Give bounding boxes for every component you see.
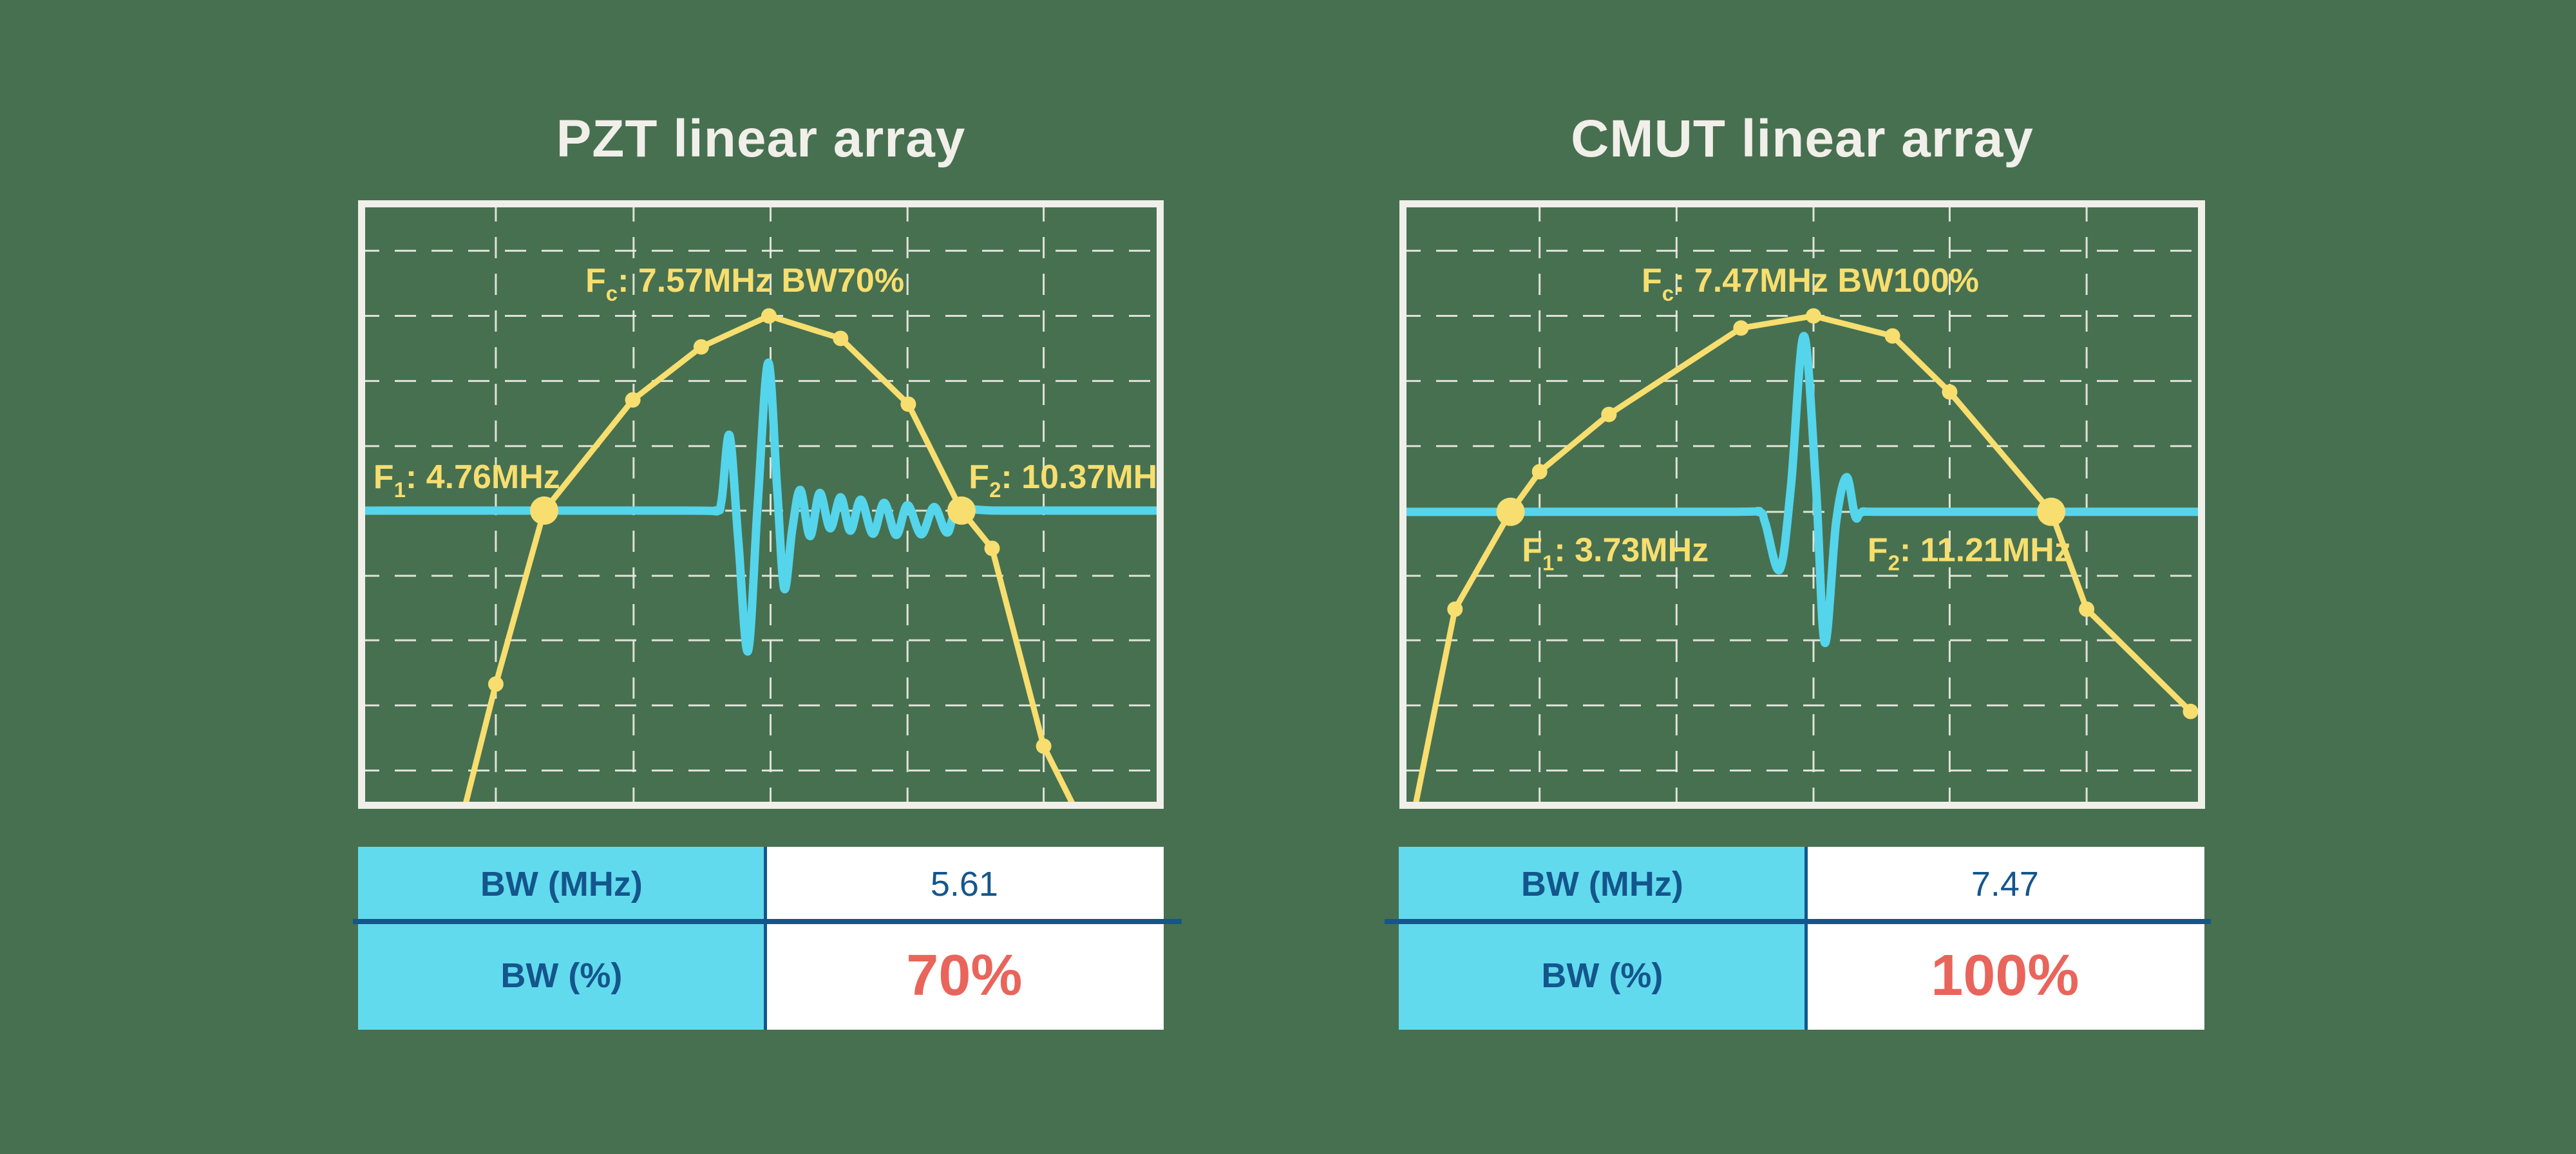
data-point-marker: [947, 496, 976, 525]
data-point-marker: [1733, 320, 1749, 336]
table-row: BW (MHz) 7.47: [1399, 847, 2204, 922]
table-column-divider: [763, 847, 767, 1030]
cmut-bandwidth-table: BW (MHz) 7.47 BW (%) 100%: [1385, 847, 2211, 1030]
table-row: BW (%) 100%: [1399, 922, 2204, 1030]
table-column-divider: [1804, 847, 1808, 1030]
annotation-f2: F2: 11.21MHz: [1868, 531, 2071, 574]
table-row-divider: [1385, 919, 2211, 925]
data-point-marker: [1036, 738, 1052, 754]
spectrum-markers: [488, 308, 1052, 754]
pzt-spectrum-svg: Fc: 7.57MHz BW70% F1: 4.76MHz F2: 10.37MHz: [358, 200, 1164, 809]
data-point-marker: [1601, 406, 1617, 422]
annotation-f1: F1: 4.76MHz: [374, 459, 560, 502]
chart-title-cmut: CMUT linear array: [1571, 109, 2034, 168]
data-point-marker: [1806, 308, 1821, 324]
chart-title-pzt: PZT linear array: [556, 109, 966, 168]
spectrum-curve: [1412, 313, 2193, 809]
annotation-fc: Fc: 7.57MHz BW70%: [585, 262, 904, 305]
data-point-marker: [1496, 497, 1525, 526]
data-point-marker: [693, 339, 709, 355]
cmut-spectrum-svg: Fc: 7.47MHz BW100% F1: 3.73MHz F2: 11.21MH…: [1399, 200, 2205, 809]
spectrum-markers: [1447, 308, 2199, 719]
bw-mhz-value-cell: 5.61: [764, 847, 1164, 922]
bw-mhz-label-cell: BW (MHz): [358, 847, 765, 922]
data-point-marker: [2079, 601, 2095, 617]
cmut-spectrum-plot: Fc: 7.47MHz BW100% F1: 3.73MHz F2: 11.21MH…: [1399, 200, 2205, 809]
bw-pct-value-cell: 100%: [1805, 922, 2204, 1030]
annotation-f1: F1: 3.73MHz: [1522, 531, 1709, 574]
data-point-marker: [900, 396, 916, 412]
plot-frame: [1399, 200, 2205, 809]
pzt-bandwidth-table: BW (MHz) 5.61 BW (%) 70%: [353, 847, 1182, 1030]
table-row: BW (MHz) 5.61: [358, 847, 1164, 922]
data-point-marker: [1942, 384, 1958, 400]
pulse-waveform: [358, 358, 1164, 656]
bw-pct-label-cell: BW (%): [358, 922, 765, 1030]
data-point-marker: [1531, 464, 1548, 480]
table-row-divider: [353, 919, 1182, 925]
data-point-marker: [2037, 497, 2066, 526]
data-point-marker: [1447, 601, 1463, 617]
data-point-marker: [625, 392, 641, 408]
data-point-marker: [1884, 328, 1900, 344]
data-point-marker: [833, 330, 849, 346]
pzt-spectrum-plot: Fc: 7.57MHz BW70% F1: 4.76MHz F2: 10.37MHz: [358, 200, 1164, 809]
bw-mhz-label-cell: BW (MHz): [1399, 847, 1806, 922]
bw-pct-value-cell: 70%: [764, 922, 1164, 1030]
annotation-f2: F2: 10.37MHz: [969, 459, 1164, 502]
data-point-marker: [761, 308, 777, 324]
data-point-marker: [2183, 703, 2199, 719]
plot-frame: [358, 200, 1164, 809]
spectrum-curve: [461, 313, 1078, 809]
pulse-waveform: [1399, 332, 2205, 647]
bw-pct-label-cell: BW (%): [1399, 922, 1806, 1030]
table-row: BW (%) 70%: [358, 922, 1164, 1030]
data-point-marker: [488, 676, 504, 692]
data-point-marker: [530, 496, 558, 525]
annotation-fc: Fc: 7.47MHz BW100%: [1642, 262, 1979, 305]
data-point-marker: [984, 540, 1000, 556]
bw-mhz-value-cell: 7.47: [1805, 847, 2204, 922]
